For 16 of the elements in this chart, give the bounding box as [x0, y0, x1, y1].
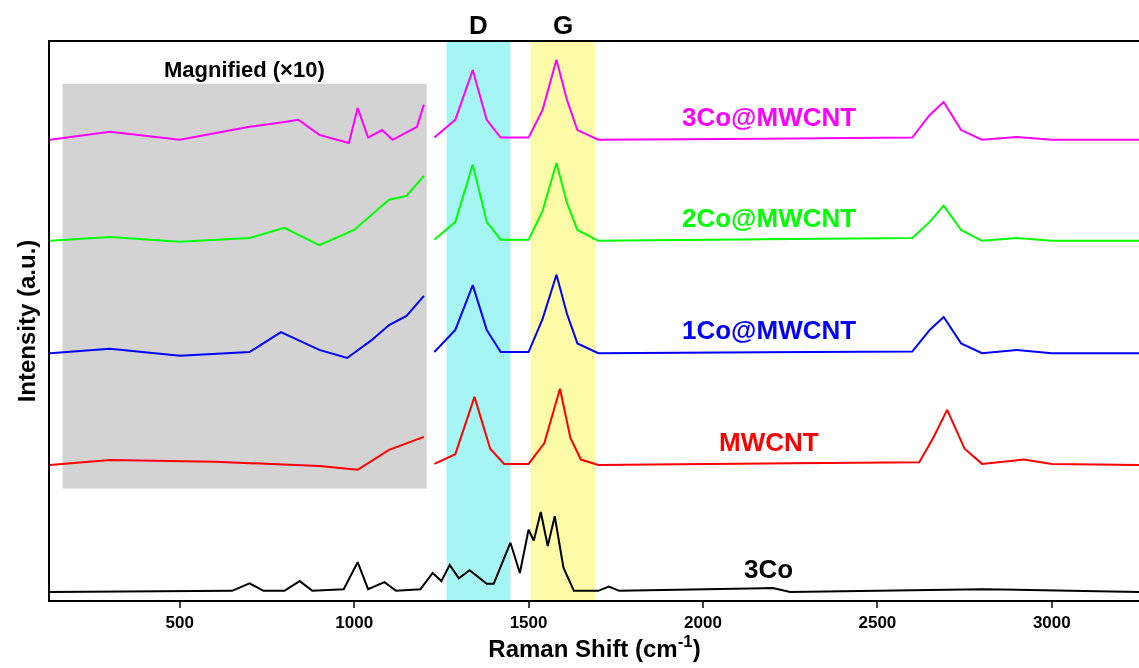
series-label: 2Co@MWCNT: [682, 203, 857, 233]
x-tick-label: 2000: [684, 613, 722, 633]
x-axis-title: Raman Shift (cm$^{-1}$): [488, 632, 701, 663]
series-label: 3Co: [744, 554, 794, 584]
x-tick-label: 1500: [509, 613, 548, 633]
series-label: MWCNT: [719, 427, 819, 457]
x-tick-label: 500: [165, 613, 194, 633]
y-axis-title: Intensity (a.u.): [12, 239, 40, 403]
band-label: D: [469, 10, 488, 40]
series-label: 3Co@MWCNT: [682, 102, 857, 132]
x-tick-label: 1000: [335, 613, 374, 633]
band-label: G: [553, 10, 574, 40]
x-tick-label: 3000: [1032, 613, 1071, 633]
series-label: 1Co@MWCNT: [682, 315, 857, 345]
band-label: Magnified (×10): [164, 57, 325, 82]
x-tick-label: 2500: [858, 613, 897, 633]
